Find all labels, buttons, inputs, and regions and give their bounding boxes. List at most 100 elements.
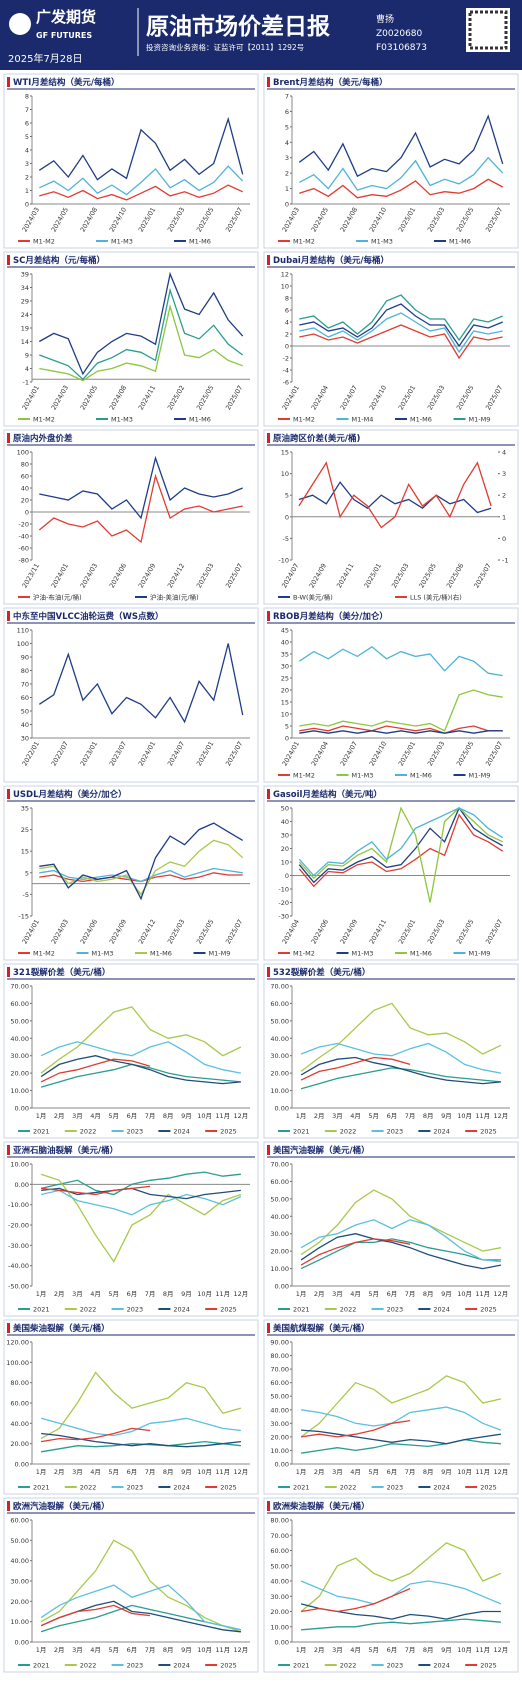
x-tick-label: 3月 <box>332 1646 343 1654</box>
y-tick-label: 40.00 <box>270 1578 289 1586</box>
series-line <box>300 1588 411 1613</box>
legend-label: M1-M3 <box>352 950 374 958</box>
legend-label: 2022 <box>80 1662 97 1670</box>
x-tick-label: 9月 <box>441 1290 452 1298</box>
y-tick-label: -10.00 <box>8 1201 29 1209</box>
x-tick-label: 3月 <box>332 1112 343 1120</box>
y-tick-label: -5 <box>283 535 289 543</box>
x-tick-label: 11月 <box>475 1646 490 1654</box>
y-tick-label: 50 <box>21 708 29 716</box>
y-tick-label: 50.00 <box>270 1017 289 1025</box>
y-tick-label: 50.00 <box>270 1393 289 1401</box>
x-tick-label: 5月 <box>368 1646 379 1654</box>
analyst-id: Z0020680 <box>376 29 423 39</box>
x-tick-label: 4月 <box>350 1646 361 1654</box>
y-tick-label: -30.00 <box>8 1242 29 1250</box>
legend-label: M1-M6 <box>150 950 172 958</box>
y-tick-label: 50.00 <box>270 1562 289 1570</box>
y-tick-label: 30 <box>21 735 29 743</box>
title-marker <box>7 77 10 87</box>
y-tick-label: 0 <box>285 201 289 209</box>
title-marker <box>7 789 10 799</box>
y-tick-label: 35 <box>21 805 29 813</box>
series-line <box>41 1185 151 1196</box>
y-tick-label: 100 <box>17 640 29 648</box>
legend-label: 2024 <box>173 1306 190 1314</box>
legend-label: 2023 <box>387 1128 404 1136</box>
y-tick-label: 7 <box>25 106 29 114</box>
legend-label: M1-M4 <box>352 416 374 424</box>
x-tick-label: 5月 <box>368 1290 379 1298</box>
series-line <box>298 813 504 888</box>
x-tick-label: 3月 <box>72 1112 83 1120</box>
legend-label: 2025 <box>480 1484 497 1492</box>
x-tick-label: 7月 <box>405 1468 416 1476</box>
x-tick-label: 6月 <box>127 1112 138 1120</box>
x-tick-label: 5月 <box>108 1646 119 1654</box>
title-marker <box>267 77 270 87</box>
y-tick-label: 80 <box>21 667 29 675</box>
y-tick-label: 10 <box>281 470 289 478</box>
x-tick-label: 2月 <box>314 1646 325 1654</box>
y-tick-label: 70.00 <box>270 1532 289 1540</box>
y2-tick-label: 2 <box>502 492 506 500</box>
y-tick-label: 0.00 <box>15 1461 29 1469</box>
y-tick-label: 30.00 <box>10 1052 29 1060</box>
chart-title: 原油内外盘价差 <box>13 433 73 444</box>
legend-label: 2025 <box>480 1662 497 1670</box>
y-tick-label: 0 <box>25 201 29 209</box>
series-line <box>38 116 244 181</box>
legend-label: 沪油-美油(元/桶) <box>150 593 199 602</box>
series-line <box>298 806 503 903</box>
y-tick-label: -40 <box>18 533 29 541</box>
y-tick-label: 7 <box>285 93 289 101</box>
title-marker <box>7 1323 10 1333</box>
x-tick-label: 6月 <box>127 1290 138 1298</box>
y-tick-label: 70.00 <box>270 1161 289 1169</box>
y-tick-label: 25 <box>281 675 289 683</box>
legend-label: 2024 <box>433 1306 450 1314</box>
title-marker <box>267 255 270 265</box>
legend-label: 2022 <box>80 1484 97 1492</box>
x-tick-label: 11月 <box>475 1112 490 1120</box>
series-line <box>299 312 503 354</box>
y-tick-label: 0.00 <box>275 1105 289 1113</box>
y-tick-label: 110 <box>17 627 29 635</box>
legend-label: 2024 <box>433 1662 450 1670</box>
x-tick-label: 2月 <box>54 1112 65 1120</box>
y-tick-label: 0 <box>285 343 289 351</box>
series-line <box>298 461 492 529</box>
legend-label: 2024 <box>173 1128 190 1136</box>
y-tick-label: -20 <box>18 521 29 529</box>
y-tick-label: 100 <box>17 449 29 457</box>
y-tick-label: 10.00 <box>270 1265 289 1273</box>
x-tick-label: 6月 <box>127 1646 138 1654</box>
y-tick-label: 20.00 <box>270 1248 289 1256</box>
logo-en: GF FUTURES <box>36 31 92 40</box>
panel <box>263 963 519 1139</box>
y-tick-label: 60.00 <box>10 1000 29 1008</box>
y-tick-label: 40.00 <box>10 1035 29 1043</box>
legend-label: 2021 <box>293 1306 310 1314</box>
legend-label: 2023 <box>387 1306 404 1314</box>
series-line <box>38 271 244 376</box>
panel <box>3 251 259 427</box>
legend-label: M1-M2 <box>293 950 315 958</box>
y-tick-label: 40 <box>281 639 289 647</box>
y-tick-label: 40.00 <box>270 1406 289 1414</box>
logo-icon <box>9 13 31 35</box>
y2-tick-label: 0 <box>502 535 506 543</box>
x-tick-label: 11月 <box>215 1290 230 1298</box>
legend-label: 2022 <box>340 1484 357 1492</box>
y-tick-label: 1 <box>25 187 29 195</box>
y-tick-label: 120.00 <box>6 1339 29 1347</box>
y-tick-label: 29 <box>21 298 29 306</box>
series-line <box>301 1406 502 1431</box>
x-tick-label: 9月 <box>181 1468 192 1476</box>
series-line <box>40 1058 151 1083</box>
x-tick-label: 1月 <box>36 1290 47 1298</box>
y-tick-label: 0 <box>285 513 289 521</box>
legend-label: 2024 <box>433 1128 450 1136</box>
legend-label: M1-M6 <box>449 238 471 246</box>
chart-title: 美国航煤裂解（美元/桶） <box>273 1323 370 1334</box>
